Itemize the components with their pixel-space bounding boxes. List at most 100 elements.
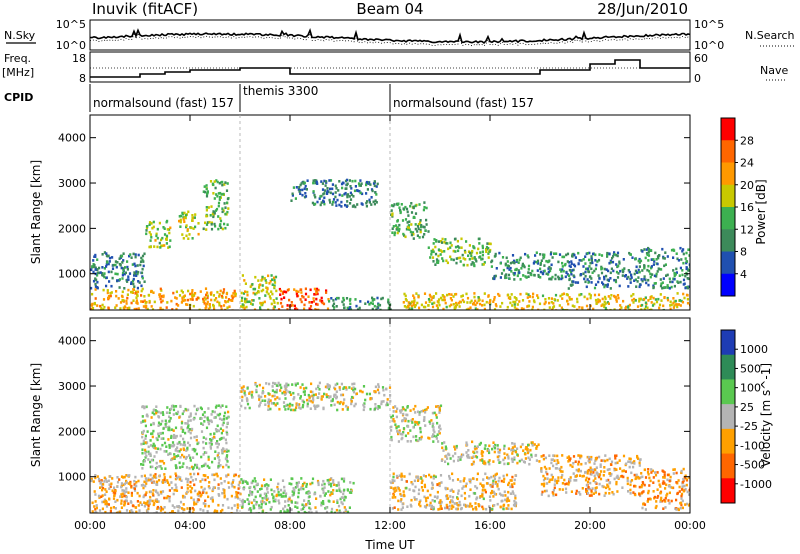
echo-cell [193,472,196,476]
echo-cell [589,470,592,473]
echo-cell [414,404,417,408]
echo-cell [568,278,571,282]
echo-cell [168,446,171,449]
echo-cell [417,492,420,496]
echo-cell [582,272,585,275]
echo-cell [479,482,482,486]
echo-cell [336,408,339,412]
echo-cell [423,485,427,489]
echo-cell [469,502,472,506]
echo-cell [513,482,516,485]
echo-cell [431,481,434,485]
echo-cell [668,491,671,495]
echo-cell [566,308,569,310]
echo-cell [585,267,588,271]
echo-cell [631,298,634,302]
echo-cell [142,483,145,487]
echo-cell [669,307,672,310]
echo-cell [174,426,178,430]
echo-cell [150,305,153,308]
echo-cell [418,306,421,310]
echo-cell [348,299,352,302]
echo-cell [149,233,152,236]
echo-cell [297,510,300,513]
echo-cell [137,270,140,274]
echo-cell [662,480,665,483]
echo-cell [410,202,413,205]
echo-cell [438,431,441,435]
echo-cell [400,472,403,476]
echo-cell [142,429,145,433]
echo-cell [311,400,314,404]
echo-cell [557,275,560,279]
echo-cell [614,279,617,282]
echo-cell [181,465,184,468]
echo-cell [587,486,590,489]
echo-cell [638,257,641,261]
echo-cell [607,485,610,488]
echo-cell [649,249,653,252]
echo-cell [209,438,212,441]
echo-cell [350,387,354,390]
echo-cell [390,429,393,432]
colorbar-swatch [721,229,735,252]
echo-cell [447,247,450,251]
echo-cell [432,433,435,436]
echo-cell [664,497,667,500]
echo-cell [350,395,354,399]
echo-cell [595,457,598,461]
echo-cell [554,479,557,483]
echo-cell [285,492,288,495]
echo-cell [182,428,185,432]
echo-cell [462,453,465,457]
echo-cell [249,491,252,495]
echo-cell [506,305,509,309]
echo-cell [120,482,123,485]
echo-cell [257,290,260,294]
echo-cell [672,297,675,300]
echo-cell [159,411,162,415]
echo-cell [159,422,163,426]
echo-cell [184,298,187,302]
cpid-segment-label: normalsound (fast) 157 [93,96,234,110]
echo-cell [195,298,198,301]
echo-cell [194,478,197,481]
echo-cell [553,486,556,490]
echo-cell [570,272,573,276]
echo-cell [600,271,604,275]
echo-cell [342,402,345,406]
echo-cell [426,489,429,493]
echo-region [90,251,146,290]
echo-cell [267,408,270,411]
echo-cell [490,485,493,488]
echo-cell [145,405,148,409]
echo-cell [480,452,483,455]
echo-cell [125,479,128,483]
echo-cell [90,477,93,481]
echo-cell [410,419,413,422]
echo-cell [223,202,226,205]
echo-cell [588,487,591,491]
echo-cell [590,494,593,497]
echo-cell [93,505,96,508]
echo-cell [636,475,640,479]
echo-cell [327,298,330,301]
echo-cell [324,184,327,187]
echo-cell [663,481,666,485]
echo-cell [466,504,469,508]
echo-cell [157,432,160,436]
echo-cell [323,179,326,183]
echo-cell [507,481,511,485]
echo-cell [103,498,106,502]
echo-cell [322,302,326,306]
echo-cell [587,459,590,463]
echo-cell [176,449,179,453]
echo-cell [334,393,337,397]
echo-cell [226,454,229,457]
echo-cell [224,300,227,303]
echo-cell [561,265,564,268]
echo-cell [285,385,288,388]
echo-cell [121,277,124,280]
echo-cell [452,459,455,463]
